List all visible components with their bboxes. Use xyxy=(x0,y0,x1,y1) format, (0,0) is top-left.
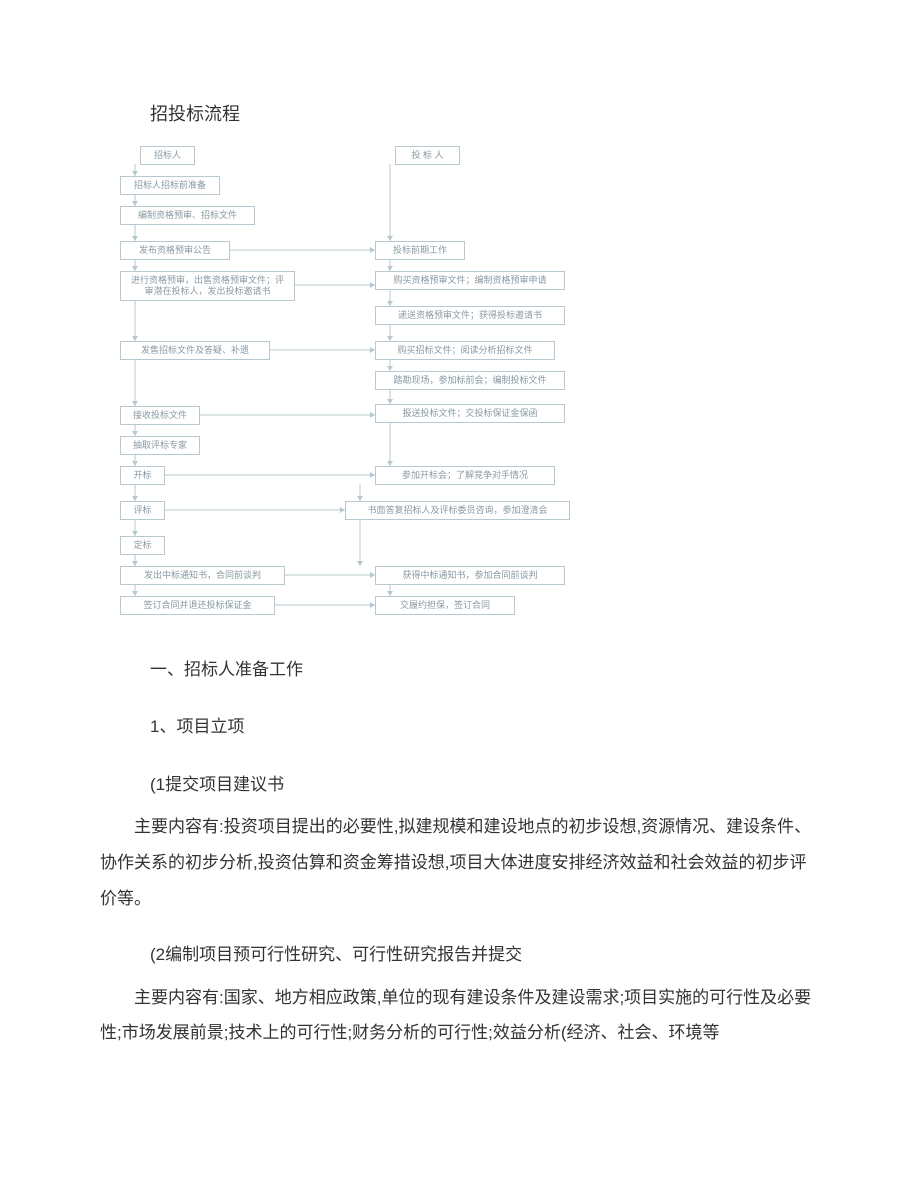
flow-node-R12: 交履约担保，签订合同 xyxy=(375,596,515,615)
paragraph-1: 主要内容有:投资项目提出的必要性,拟建规模和建设地点的初步设想,资源情况、建设条… xyxy=(100,809,820,916)
flow-node-L2: 编制资格预审、招标文件 xyxy=(120,206,255,225)
flow-node-L5: 发售招标文件及答疑、补遗 xyxy=(120,341,270,360)
heading-4: (2编制项目预可行性研究、可行性研究报告并提交 xyxy=(150,936,820,973)
flow-node-R4b: 递送资格预审文件；获得投标邀请书 xyxy=(375,306,565,325)
flow-node-R9: 书面答复招标人及评标委员咨询，参加澄清会 xyxy=(345,501,570,520)
flow-node-L9: 评标 xyxy=(120,501,165,520)
heading-3: (1提交项目建议书 xyxy=(150,766,820,803)
flow-node-R6: 报送投标文件；交投标保证金保函 xyxy=(375,404,565,423)
flow-node-L7: 抽取评标专家 xyxy=(120,436,200,455)
flow-node-L3: 发布资格预审公告 xyxy=(120,241,230,260)
flow-node-L6: 接收投标文件 xyxy=(120,406,200,425)
heading-2: 1、项目立项 xyxy=(150,708,820,745)
flow-node-R11: 获得中标通知书，参加合同前谈判 xyxy=(375,566,565,585)
flow-node-L10: 定标 xyxy=(120,536,165,555)
bidding-flowchart: 招标人招标人招标前准备编制资格预审、招标文件发布资格预审公告进行资格预审，出售资… xyxy=(120,146,600,621)
flow-node-L11: 发出中标通知书，合同前谈判 xyxy=(120,566,285,585)
flow-node-R8: 参加开标会；了解竞争对手情况 xyxy=(375,466,555,485)
flow-node-L0: 招标人 xyxy=(140,146,195,165)
document-body: 一、招标人准备工作 1、项目立项 (1提交项目建议书 主要内容有:投资项目提出的… xyxy=(100,651,820,1051)
flow-node-R0: 投 标 人 xyxy=(395,146,460,165)
flow-node-L12: 签订合同并退还投标保证金 xyxy=(120,596,275,615)
flow-node-L8: 开标 xyxy=(120,466,165,485)
flow-node-L4: 进行资格预审，出售资格预审文件；评审潜在投标人，发出投标邀请书 xyxy=(120,271,295,301)
flow-node-R5b: 踏勘现场，参加标前会；编制投标文件 xyxy=(375,371,565,390)
flow-node-R3: 投标前期工作 xyxy=(375,241,465,260)
flow-node-L1: 招标人招标前准备 xyxy=(120,176,220,195)
flow-node-R5: 购买招标文件；阅读分析招标文件 xyxy=(375,341,555,360)
paragraph-2: 主要内容有:国家、地方相应政策,单位的现有建设条件及建设需求;项目实施的可行性及… xyxy=(100,980,820,1051)
flow-node-R4: 购买资格预审文件；编制资格预审申请 xyxy=(375,271,565,290)
heading-1: 一、招标人准备工作 xyxy=(150,651,820,688)
document-title: 招投标流程 xyxy=(150,100,820,126)
